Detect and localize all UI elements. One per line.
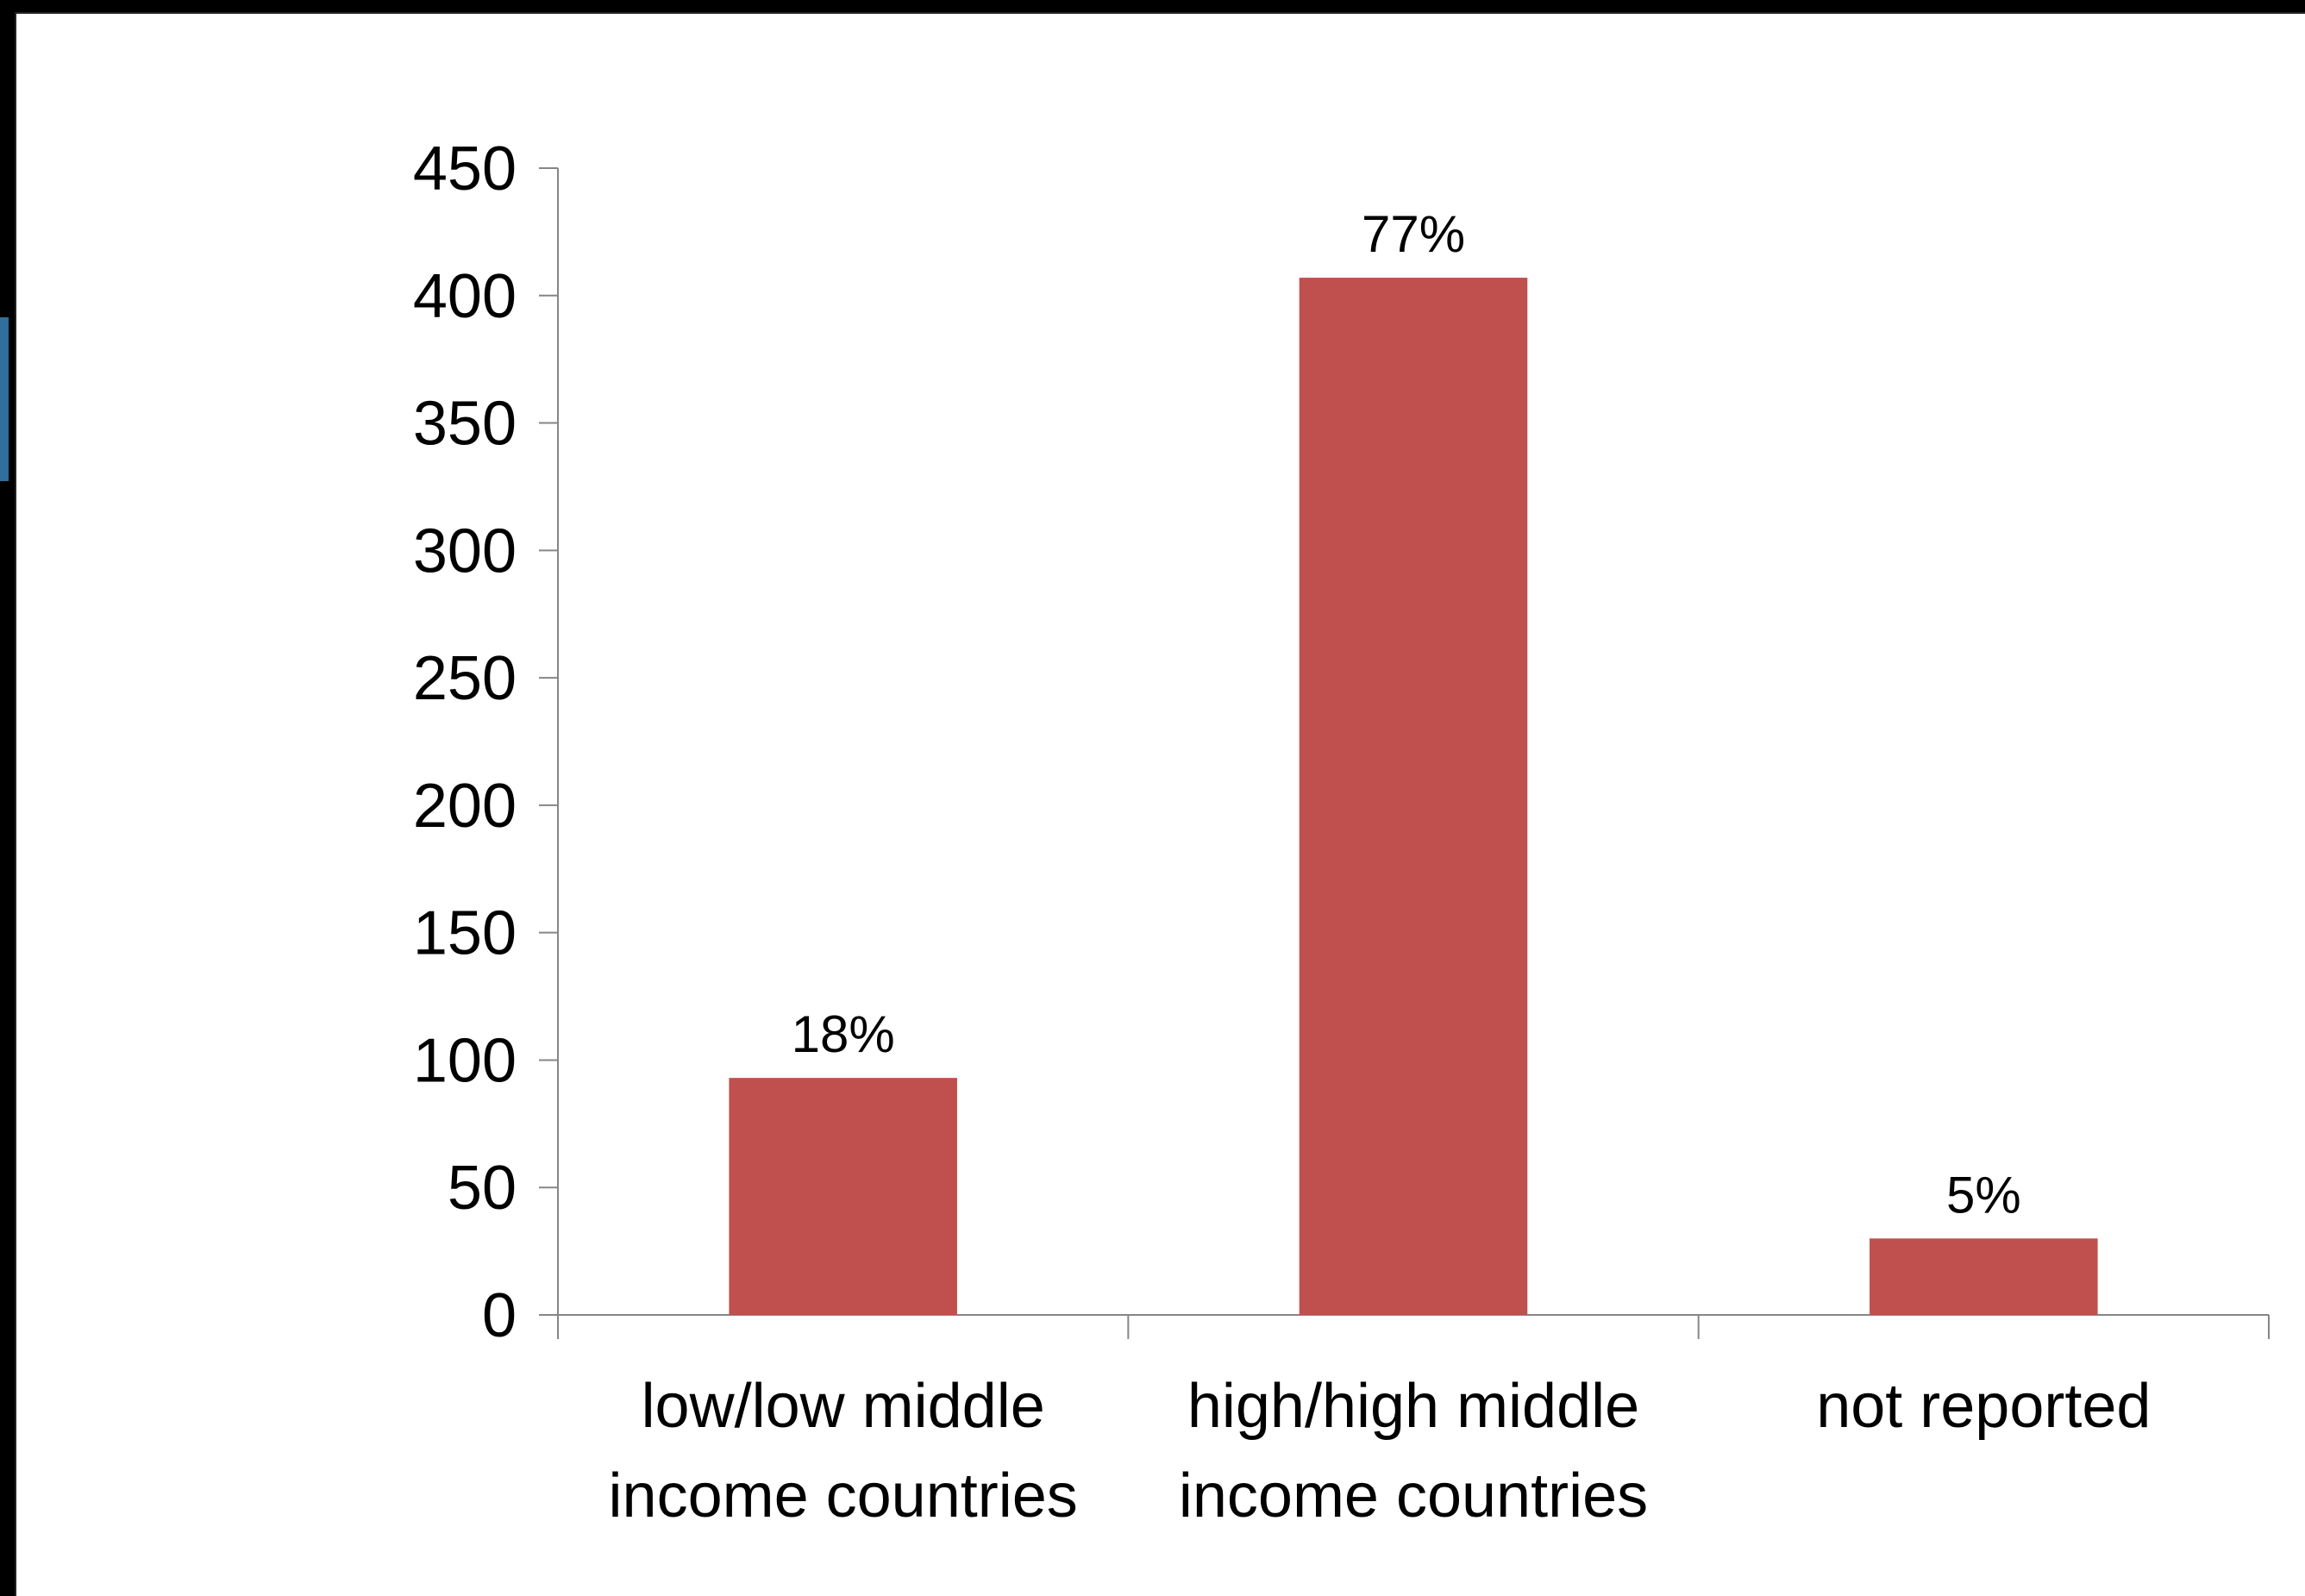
data-labels-group: 18% 77% 5% [792,205,2021,1224]
bar-chart: 0 50 100 150 200 250 300 350 400 450 low/low midd… [413,135,2270,1530]
category-labels-group: low/low middle income countrieshigh/high … [609,1372,2152,1530]
category-label-line: income countries [1179,1461,1648,1530]
tick-labels-group: 0 50 100 150 200 250 300 350 400 450 [413,135,517,1350]
category-label: high/high middle income countries [1179,1372,1648,1530]
y-tick-label: 450 [413,135,517,203]
category-label-line: high/high middle [1187,1372,1639,1441]
y-tick-label: 100 [413,1026,517,1095]
y-tick-label: 50 [448,1154,517,1223]
category-label-line: low/low middle [642,1372,1045,1441]
y-tick-label: 250 [413,644,517,713]
y-tick-label: 350 [413,390,517,459]
data-label: 18% [792,1005,895,1063]
y-tick-label: 400 [413,262,517,331]
category-label-line: not reported [1816,1372,2151,1441]
category-label: low/low middle income countries [609,1372,1078,1530]
bar [1299,278,1528,1316]
y-tick-label: 200 [413,772,517,841]
category-label: not reported [1816,1372,2151,1441]
y-tick-label: 150 [413,899,517,968]
chart-panel: 0 50 100 150 200 250 300 350 400 450 low/low midd… [15,12,2305,1596]
bars-group [729,278,2098,1316]
bar [1870,1238,2098,1315]
data-label: 77% [1362,205,1465,263]
data-label: 5% [1946,1166,2021,1224]
y-tick-label: 0 [482,1281,517,1350]
bar [729,1078,957,1315]
category-label-line: income countries [609,1461,1078,1530]
side-accent-strip [0,317,9,481]
y-tick-label: 300 [413,516,517,585]
